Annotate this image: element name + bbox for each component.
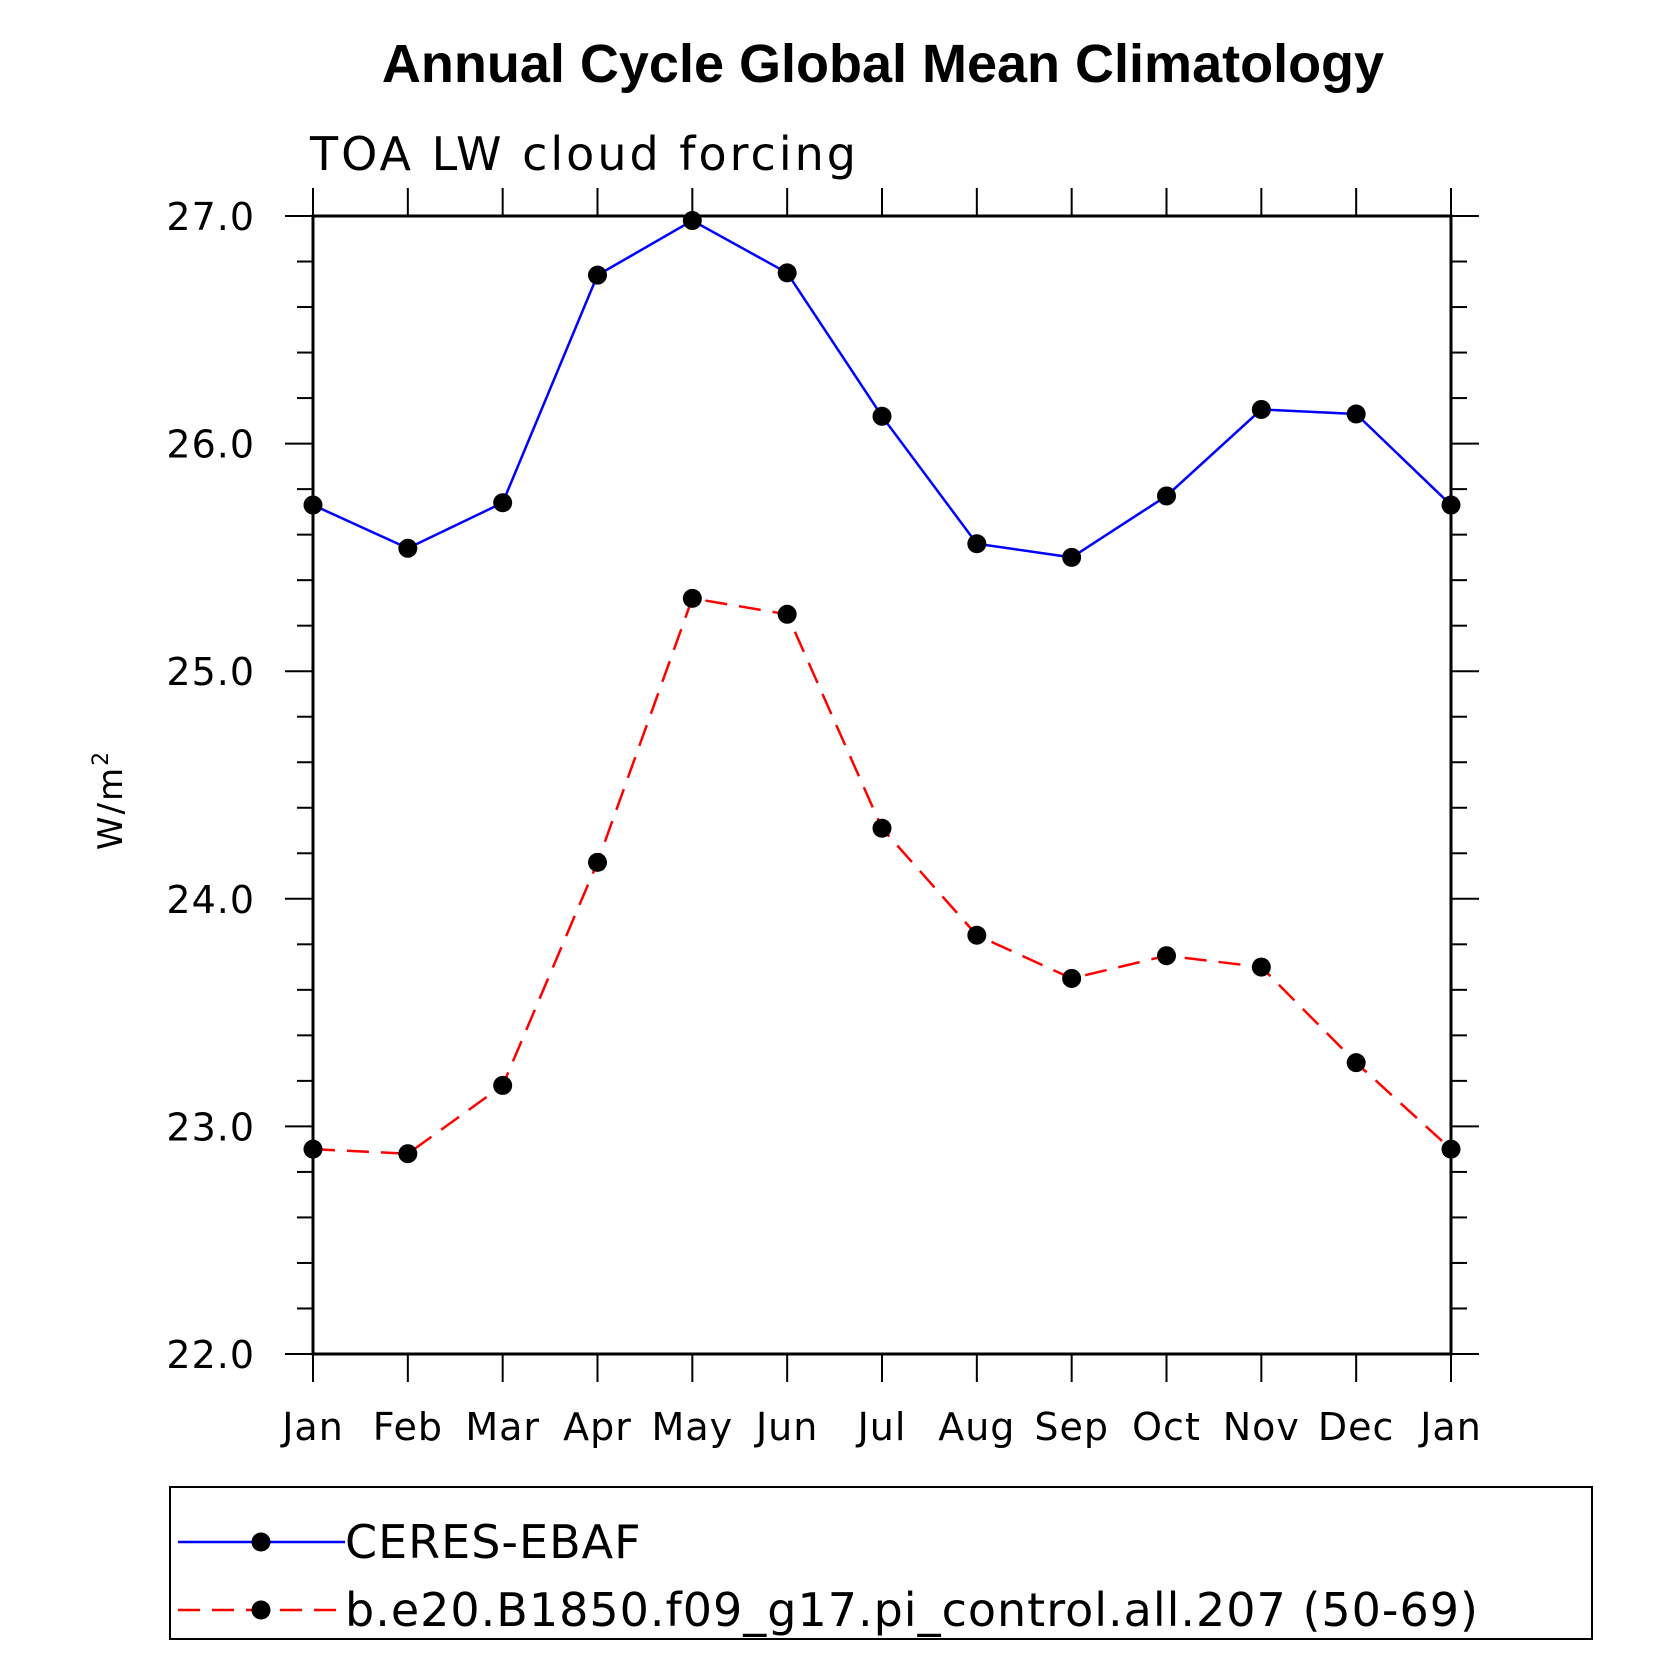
svg-text:W/m2: W/m2 (89, 750, 131, 850)
y-tick-label: 23.0 (166, 1105, 255, 1149)
data-point (1441, 1139, 1461, 1159)
data-point (777, 263, 797, 283)
series-layer (303, 211, 1461, 1164)
data-point (493, 493, 513, 513)
chart-title: Annual Cycle Global Mean Climatology (382, 34, 1384, 94)
data-point (872, 406, 892, 426)
data-point (1346, 404, 1366, 424)
x-tick-label: Apr (563, 1405, 632, 1449)
legend-marker (251, 1532, 271, 1552)
y-axis-label: W/m2 (89, 750, 131, 850)
data-point (967, 925, 987, 945)
x-tick-label: Sep (1034, 1405, 1109, 1449)
y-tick-label: 22.0 (166, 1333, 255, 1377)
chart-subtitle: TOA LW cloud forcing (309, 127, 859, 181)
x-tick-label: Jan (1418, 1405, 1482, 1449)
x-tick-label: Mar (465, 1405, 540, 1449)
y-tick-label: 27.0 (166, 195, 255, 239)
data-point (1157, 486, 1176, 506)
data-point (1441, 495, 1461, 515)
x-tick-label: Jul (856, 1405, 907, 1449)
x-tick-label: May (652, 1405, 734, 1449)
data-point (777, 604, 797, 624)
x-tick-label: Aug (938, 1405, 1015, 1449)
series-line-1 (312, 219, 1452, 559)
data-point (967, 534, 987, 554)
data-point (682, 211, 702, 231)
legend-marker (251, 1600, 271, 1620)
y-tick-label: 25.0 (166, 650, 255, 694)
legend: CERES-EBAF b.e20.B1850.f09_g17.pi_control… (169, 1486, 1593, 1640)
data-point (1062, 968, 1082, 988)
data-point (303, 495, 323, 515)
x-tick-label: Oct (1132, 1405, 1201, 1449)
data-point (682, 588, 702, 608)
data-point (493, 1075, 513, 1095)
data-point (398, 538, 418, 558)
plot-frame (311, 214, 1453, 1356)
x-tick-label: Jun (754, 1405, 818, 1449)
x-tick-label: Dec (1318, 1405, 1395, 1449)
y-ticks: 22.0 23.0 24.0 25.0 26.0 27.0 (166, 195, 1479, 1377)
x-ticks: Jan Feb Mar Apr May Jun Jul Aug Sep Oct Nov Dec Jan (280, 188, 1482, 1449)
x-tick-label: Jan (280, 1405, 344, 1449)
data-point (303, 1139, 323, 1159)
data-point (1346, 1053, 1366, 1073)
data-point (398, 1144, 418, 1164)
x-tick-label: Feb (373, 1405, 443, 1449)
data-point (872, 818, 892, 838)
data-point (1251, 957, 1271, 977)
legend-label-2: b.e20.B1850.f09_g17.pi_control.all.207 (… (345, 1583, 1479, 1637)
data-point (1062, 547, 1082, 567)
y-tick-label: 24.0 (166, 878, 255, 922)
data-point (588, 852, 607, 872)
series-line-2 (312, 596, 1452, 1155)
x-tick-label: Nov (1223, 1405, 1300, 1449)
legend-box (169, 1486, 1593, 1640)
y-axis-label-superscript: 2 (89, 750, 114, 766)
legend-label-1: CERES-EBAF (345, 1515, 642, 1569)
y-tick-label: 26.0 (166, 423, 255, 467)
y-axis-label-text: W/m (91, 766, 131, 850)
data-point (1157, 946, 1176, 966)
data-point (1251, 399, 1271, 419)
data-point (588, 265, 607, 285)
